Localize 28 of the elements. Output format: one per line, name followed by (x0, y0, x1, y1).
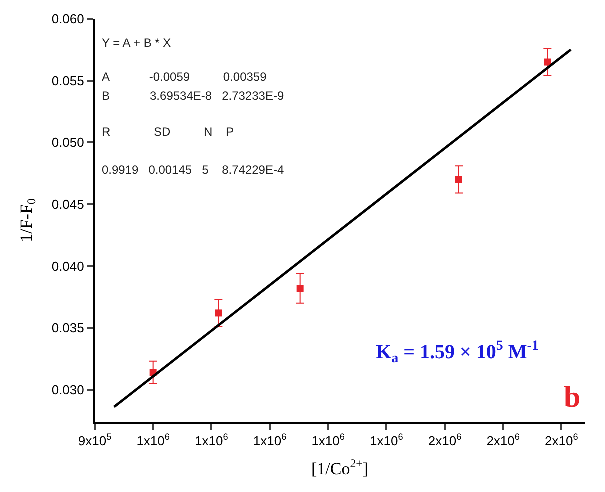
y-tick-label: 0.030 (52, 382, 84, 398)
point (215, 310, 222, 317)
x-tick-label: 9x10$^{5}$ (78, 432, 112, 449)
x-tick-label: 2x10$^{6}$ (486, 432, 520, 449)
y-tick-label: 0.060 (52, 12, 84, 27)
annotation: 0.9919 0.00145 5 8.74229E-4 (102, 163, 284, 177)
x-tick-label: 2x10$^{6}$ (545, 432, 578, 449)
point (544, 58, 552, 66)
x-tick-label: 1x10$^{6}$ (312, 432, 345, 449)
annotation: Y = A + B * X (102, 36, 172, 50)
y-tick-label: 0.055 (52, 73, 84, 88)
point (296, 284, 304, 292)
annotation: R SD N P (102, 125, 234, 139)
x-tick-label: 1x10$^{6}$ (370, 432, 404, 449)
y-tick-label: 0.040 (52, 258, 84, 274)
y-tick-label: 0.035 (52, 320, 84, 336)
annotation: b (564, 381, 581, 414)
y-tick-label: 0.050 (52, 135, 84, 150)
x-tick-label: 1x10$^{6}$ (195, 432, 228, 449)
x-tick-label: 1x10$^{6}$ (253, 432, 287, 449)
y-tick-label: 0.045 (52, 196, 84, 212)
x-tick-label: 1x10$^{6}$ (136, 432, 170, 449)
point (456, 176, 462, 184)
annotation: B 3.69534E-8 2.73233E-9 (102, 89, 284, 103)
x-tick-label: 2x10$^{6}$ (428, 432, 462, 449)
annotation: A -0.0059 0.00359 (102, 70, 268, 84)
annotation: K$_{a}$ = 1.59 × 10$^{5}$ M$^{-1}$ (376, 339, 539, 367)
x-axis-title: [1/Co$^{2+}$] (311, 456, 369, 478)
